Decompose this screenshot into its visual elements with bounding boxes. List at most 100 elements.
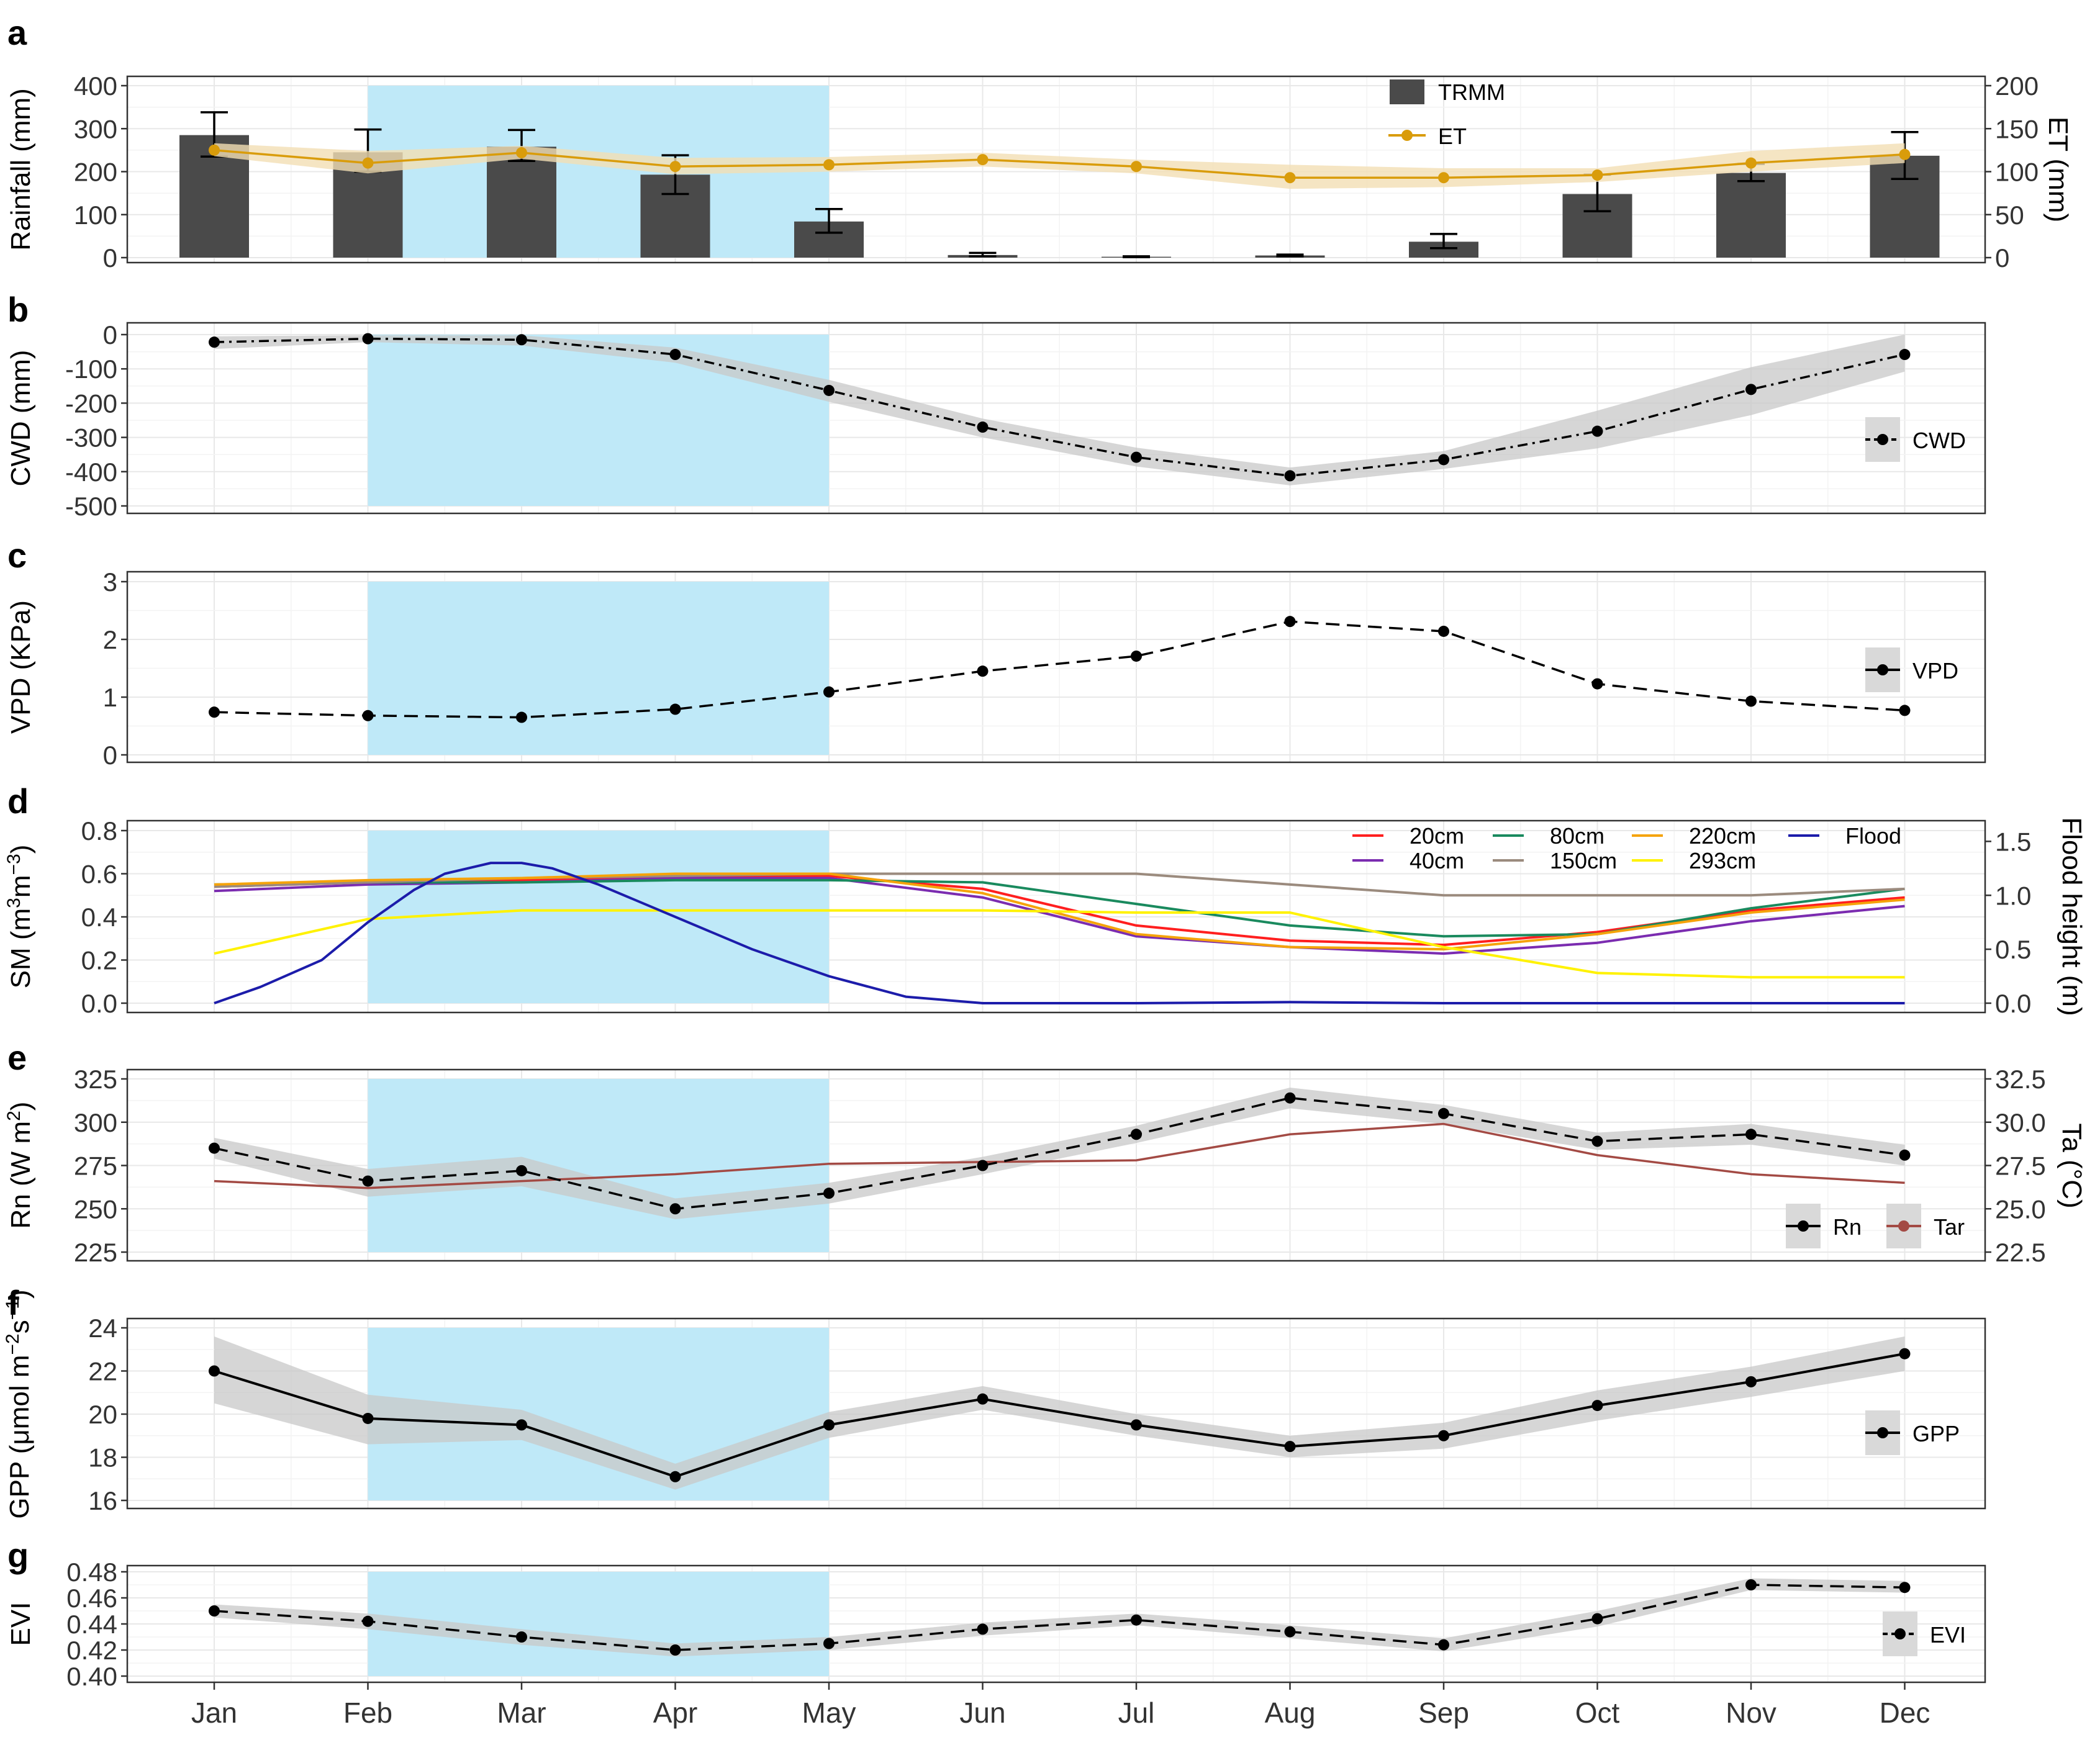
flood-period-band <box>368 831 829 1003</box>
x-tick-label: Nov <box>1726 1697 1776 1729</box>
legend-label: EVI <box>1930 1622 1966 1648</box>
panel-frame <box>126 322 1986 515</box>
data-point <box>1438 1430 1449 1441</box>
data-point <box>669 161 681 173</box>
ylabel-part: GPP (μmol m <box>4 1355 35 1518</box>
y-tick-label: 18 <box>88 1443 117 1472</box>
data-point <box>1591 1613 1603 1625</box>
ylabel-part: VPD (KPa) <box>6 600 36 734</box>
data-point <box>516 711 527 723</box>
y-tick-label: 16 <box>88 1486 117 1515</box>
ylabel-superscript: −3 <box>4 854 24 875</box>
ylabel-part: Ta (°C) <box>2057 1123 2087 1208</box>
data-point <box>362 333 374 345</box>
y-tick-label: 24 <box>88 1314 117 1343</box>
legend-key-bar <box>1390 79 1424 104</box>
data-point <box>1745 1579 1757 1590</box>
y2-tick-label: 150 <box>1995 114 2039 143</box>
y2-axis-label: ET (mm) <box>2043 117 2073 222</box>
data-point <box>1131 650 1142 662</box>
y2-tick-label: 22.5 <box>1995 1238 2046 1267</box>
data-point <box>362 1615 374 1627</box>
panel-letter: a <box>7 13 27 52</box>
data-point <box>669 349 681 361</box>
y2-tick-label: 30.0 <box>1995 1108 2046 1137</box>
y-tick-label: 0.46 <box>66 1584 117 1613</box>
data-point <box>669 703 681 715</box>
y-axis-label: Rn (W m2) <box>4 1102 37 1229</box>
data-point <box>362 157 374 169</box>
data-point <box>669 1203 681 1215</box>
et-line <box>214 149 1905 179</box>
data-point <box>516 334 527 346</box>
y-tick-label: 0.2 <box>81 946 117 975</box>
flood-line <box>214 862 1905 1004</box>
legend-label: Flood <box>1845 823 1901 849</box>
data-point <box>362 1175 374 1187</box>
y-tick-label: 0.6 <box>81 860 117 889</box>
ylabel-superscript: −1 <box>2 1299 23 1320</box>
y2-tick-label: 0 <box>1995 243 2009 273</box>
y-tick-label: 250 <box>74 1194 117 1224</box>
data-point <box>977 665 989 677</box>
panel-letter: b <box>7 290 29 329</box>
panel-letter: e <box>7 1038 27 1077</box>
panel-e-rn-ta: e 225 250 275 300 325 22.5 25.0 27.5 30.0 32.5 Rn (… <box>4 1038 2088 1267</box>
legend-label: GPP <box>1912 1421 1960 1446</box>
ylabel-superscript: 2 <box>4 1111 24 1121</box>
data-point <box>209 336 220 348</box>
y-tick-label: 0.48 <box>66 1558 117 1587</box>
data-point <box>1591 425 1603 437</box>
x-tick-label: Jul <box>1118 1697 1155 1729</box>
data-point <box>1131 1419 1142 1431</box>
legend-label: TRMM <box>1438 79 1505 105</box>
data-point <box>1591 169 1603 181</box>
data-point <box>669 1471 681 1482</box>
y-tick-label: 400 <box>74 71 117 101</box>
data-point <box>1284 172 1296 184</box>
y-axis-label: VPD (KPa) <box>6 600 36 734</box>
y-tick-label: 0.42 <box>66 1636 117 1665</box>
y2-tick-label: 25.0 <box>1995 1194 2046 1224</box>
y2-tick-label: 1.5 <box>1995 827 2031 856</box>
panel-f-gpp: f 16 18 20 22 24 GPP (μmol m−2s−1) GPP <box>2 1283 1986 1519</box>
y-tick-label: 0 <box>103 243 117 273</box>
data-point <box>209 706 220 718</box>
data-point <box>977 1160 989 1171</box>
y-tick-label: 0.0 <box>81 989 117 1018</box>
panel-g-evi: g 0.400.420.440.460.48 EVI EVI <box>6 1536 1986 1691</box>
data-point <box>1591 1400 1603 1412</box>
evi-line <box>214 1584 1905 1651</box>
legend-key-point <box>1877 664 1888 675</box>
data-point <box>1284 1092 1296 1104</box>
gpp-line <box>214 1352 1905 1478</box>
panel-frame <box>126 570 1986 764</box>
data-point <box>977 1623 989 1635</box>
legend-label: CWD <box>1912 428 1966 453</box>
uncertainty-ribbon <box>214 1578 1905 1657</box>
y-tick-label: 20 <box>88 1400 117 1429</box>
y-tick-label: 0.8 <box>81 816 117 845</box>
data-point <box>1131 161 1142 173</box>
legend-label: 80cm <box>1550 823 1604 849</box>
uncertainty-ribbon <box>214 335 1905 485</box>
sm-line-293cm <box>214 909 1905 979</box>
panel-c-vpd: c 0 1 2 3 VPD (KPa) VPD <box>6 536 1986 770</box>
data-point <box>1438 454 1449 466</box>
y-tick-label: 300 <box>74 114 117 143</box>
y2-tick-label: 100 <box>1995 158 2039 187</box>
y-tick-label: 2 <box>103 625 117 654</box>
x-tick-label: Dec <box>1880 1697 1930 1729</box>
ylabel-part: ) <box>6 1102 36 1111</box>
y-tick-label: -500 <box>65 492 117 521</box>
y2-tick-label: 0.5 <box>1995 935 2031 964</box>
data-point <box>823 1419 835 1431</box>
ylabel-part: SM ( <box>6 931 36 988</box>
data-point <box>1899 148 1911 160</box>
data-point <box>516 1631 527 1643</box>
y-axis-label: CWD (mm) <box>6 350 36 487</box>
data-point <box>1438 1639 1449 1651</box>
y-tick-label: 0 <box>103 741 117 770</box>
ylabel-part: Flood height (m) <box>2057 817 2087 1016</box>
legend-key-point <box>1877 1427 1888 1438</box>
